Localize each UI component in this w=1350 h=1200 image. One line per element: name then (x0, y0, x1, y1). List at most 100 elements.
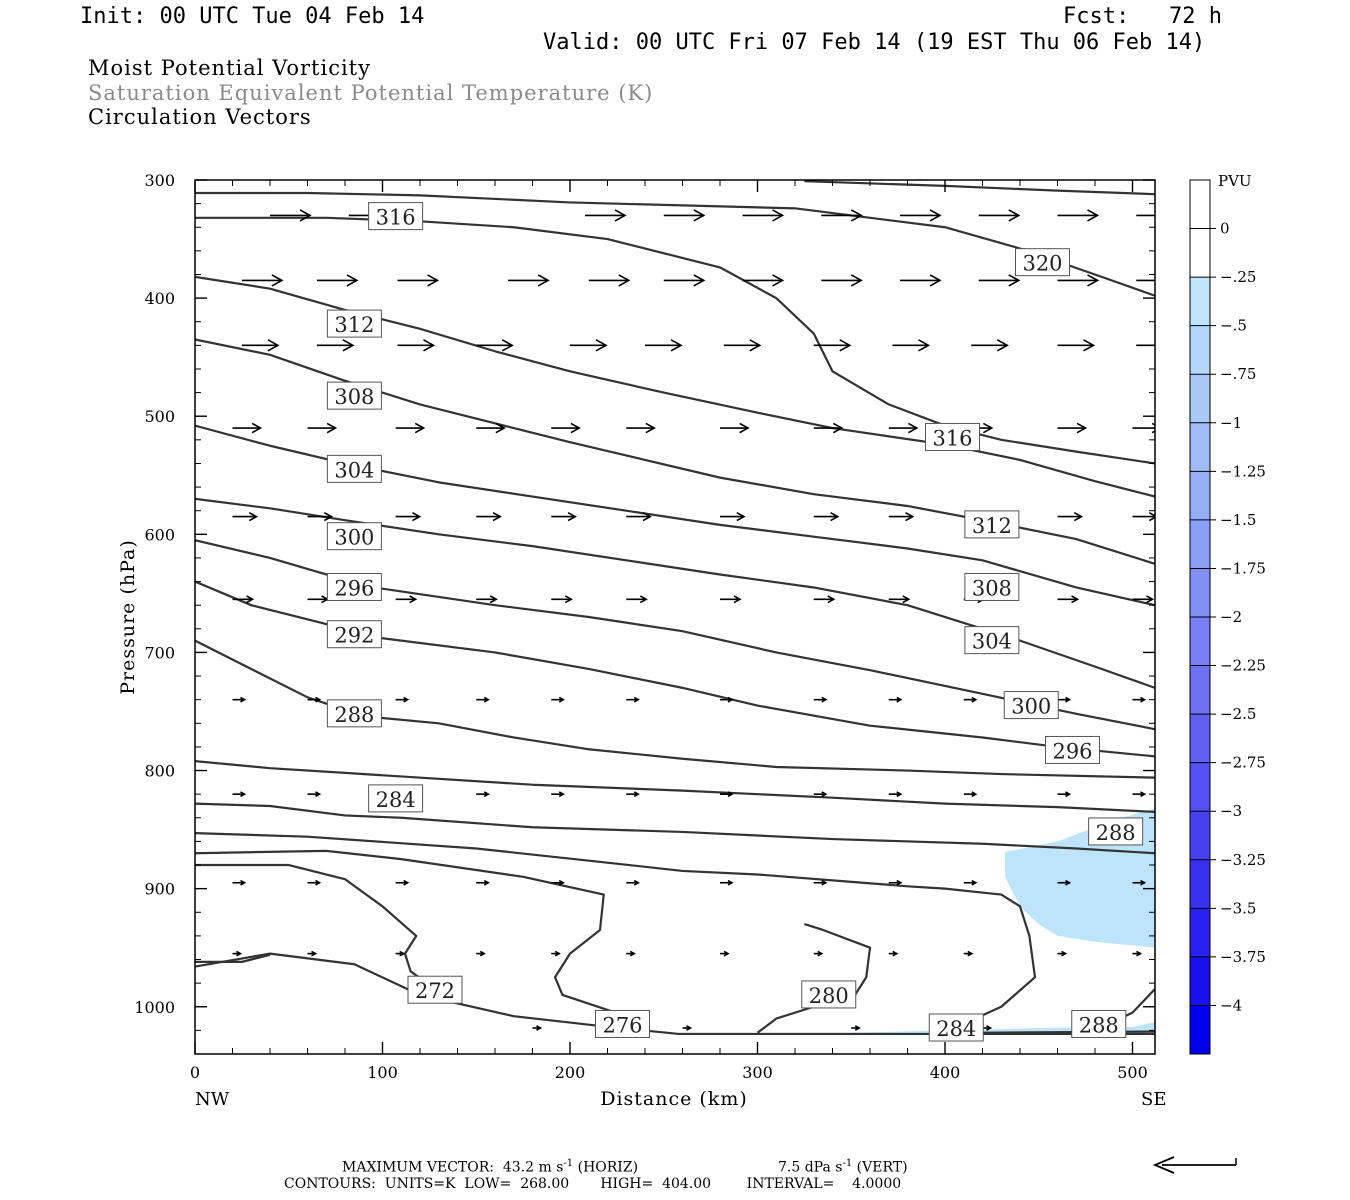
contour-label-292: 292 (326, 620, 382, 649)
circulation-vector (316, 339, 355, 352)
contours-info: CONTOURS: UNITS=K LOW= 268.00 HIGH= 404.… (284, 1176, 902, 1192)
colorbar-swatch (1190, 325, 1210, 375)
circulation-vector (307, 950, 318, 957)
x-tick-label: 300 (742, 1063, 773, 1082)
plot-frame (194, 179, 1156, 1055)
svg-text:316: 316 (376, 206, 416, 230)
colorbar-swatch (1190, 568, 1210, 618)
circulation-vector (1057, 879, 1072, 886)
y-tick-label: 500 (144, 407, 175, 426)
contour-line-276 (195, 952, 1155, 1036)
colorbar-label: 0 (1220, 220, 1230, 238)
circulation-vector (888, 950, 899, 957)
svg-text:304: 304 (972, 630, 1012, 654)
circulation-vector (232, 879, 247, 886)
x-axis-label: Distance (km) (600, 1088, 748, 1110)
colorbar-label: −3.75 (1220, 948, 1266, 966)
axis-layer: 0 100 200 300 400 500 300 400 500 600 700 800 900 100… (134, 171, 1155, 1082)
vert-vector-value: 7.5 dPa s (778, 1159, 843, 1176)
circulation-vector (888, 791, 903, 798)
circulation-vector (742, 209, 785, 222)
circulation-vector (813, 339, 852, 352)
circulation-vector (397, 339, 436, 352)
circulation-vector (551, 595, 573, 604)
circulation-vector (232, 422, 263, 434)
circulation-vector (1057, 511, 1084, 522)
colorbar-swatch (1190, 228, 1210, 278)
max-vector-text: MAXIMUM VECTOR: 43.2 m s-1 (HORIZ) (342, 1158, 638, 1176)
y-tick-label: 1000 (134, 998, 175, 1017)
circulation-vector (851, 1025, 861, 1031)
circulation-vector (888, 879, 903, 886)
circulation-vector (1132, 422, 1155, 434)
title-vectors: Circulation Vectors (88, 105, 312, 129)
circulation-vector (1057, 595, 1080, 604)
colorbar-swatch (1190, 714, 1210, 764)
circulation-vector (551, 511, 577, 522)
circulation-vector (476, 595, 498, 604)
svg-text:300: 300 (334, 526, 374, 550)
y-tick-label: 400 (144, 289, 175, 308)
circulation-vector (720, 696, 734, 703)
circulation-vector (307, 696, 322, 703)
circulation-vector (963, 696, 978, 703)
circulation-vector (813, 791, 828, 798)
y-axis-label: Pressure (hPa) (117, 539, 139, 695)
contour-line-272b (195, 863, 436, 990)
circulation-vector (395, 595, 418, 604)
contour-label-320: 320 (1015, 248, 1070, 277)
circulation-vector (1132, 595, 1155, 604)
circulation-vector (395, 511, 422, 522)
circulation-vector (1132, 696, 1147, 703)
circulation-vector (645, 339, 683, 352)
circulation-vector (551, 696, 565, 703)
colorbar-swatch (1190, 471, 1210, 521)
svg-text:312: 312 (334, 313, 374, 337)
reference-vector (1152, 1156, 1237, 1174)
contour-label-300: 300 (326, 522, 382, 551)
y-tick-label: 700 (144, 643, 175, 662)
valid-time: Valid: 00 UTC Fri 07 Feb 14 (19 EST Thu … (543, 30, 1206, 55)
max-vector-exp: -1 (563, 1158, 574, 1169)
circulation-vector (1132, 511, 1155, 522)
colorbar-label: −.25 (1220, 268, 1256, 286)
circulation-vector (626, 696, 640, 703)
svg-text:296: 296 (1052, 739, 1092, 763)
circulation-vector (316, 274, 359, 287)
circulation-vector (476, 950, 486, 957)
colorbar-swatch (1190, 1005, 1210, 1055)
circulation-vector (888, 422, 919, 434)
svg-text:308: 308 (972, 576, 1012, 600)
contour-label-272: 272 (407, 975, 463, 1004)
circulation-vector (307, 422, 338, 434)
init-time: Init: 00 UTC Tue 04 Feb 14 (80, 4, 425, 29)
circulation-vector (307, 791, 322, 798)
circulation-vector (395, 696, 410, 703)
colorbar: PVU 0 −.25 −.5 −.75 −1 −1.25 −1.5 −1.75 −2 −2.25 −2… (1189, 172, 1266, 1055)
circulation-vector (720, 950, 730, 957)
max-vector-value: MAXIMUM VECTOR: 43.2 m s (342, 1159, 564, 1176)
x-tick-label: 500 (1117, 1063, 1148, 1082)
contour-label-288c: 288 (1071, 1009, 1127, 1038)
colorbar-swatch (1190, 422, 1210, 472)
circulation-vector (551, 791, 565, 798)
x-tick-label: 400 (930, 1063, 961, 1082)
svg-text:316: 316 (932, 426, 972, 450)
circulation-vector (813, 950, 824, 957)
colorbar-swatch (1190, 374, 1210, 424)
circulation-vector (720, 791, 734, 798)
colorbar-label: −3.5 (1220, 899, 1256, 917)
colorbar-label: −1.25 (1220, 462, 1266, 480)
colorbar-swatch (1190, 956, 1210, 1006)
svg-text:304: 304 (334, 458, 374, 482)
circulation-vector (888, 511, 915, 522)
colorbar-label: −2 (1220, 608, 1242, 626)
contour-label-304: 304 (326, 454, 382, 483)
contour-line-280 (195, 832, 1037, 1030)
title-theta-es: Saturation Equivalent Potential Temperat… (88, 81, 654, 105)
circulation-vector (626, 422, 656, 434)
circulation-vector (982, 1025, 993, 1031)
forecast-hour: Fcst: 72 h (1063, 4, 1222, 29)
circulation-vector (476, 879, 490, 886)
colorbar-label: −4 (1220, 996, 1242, 1014)
